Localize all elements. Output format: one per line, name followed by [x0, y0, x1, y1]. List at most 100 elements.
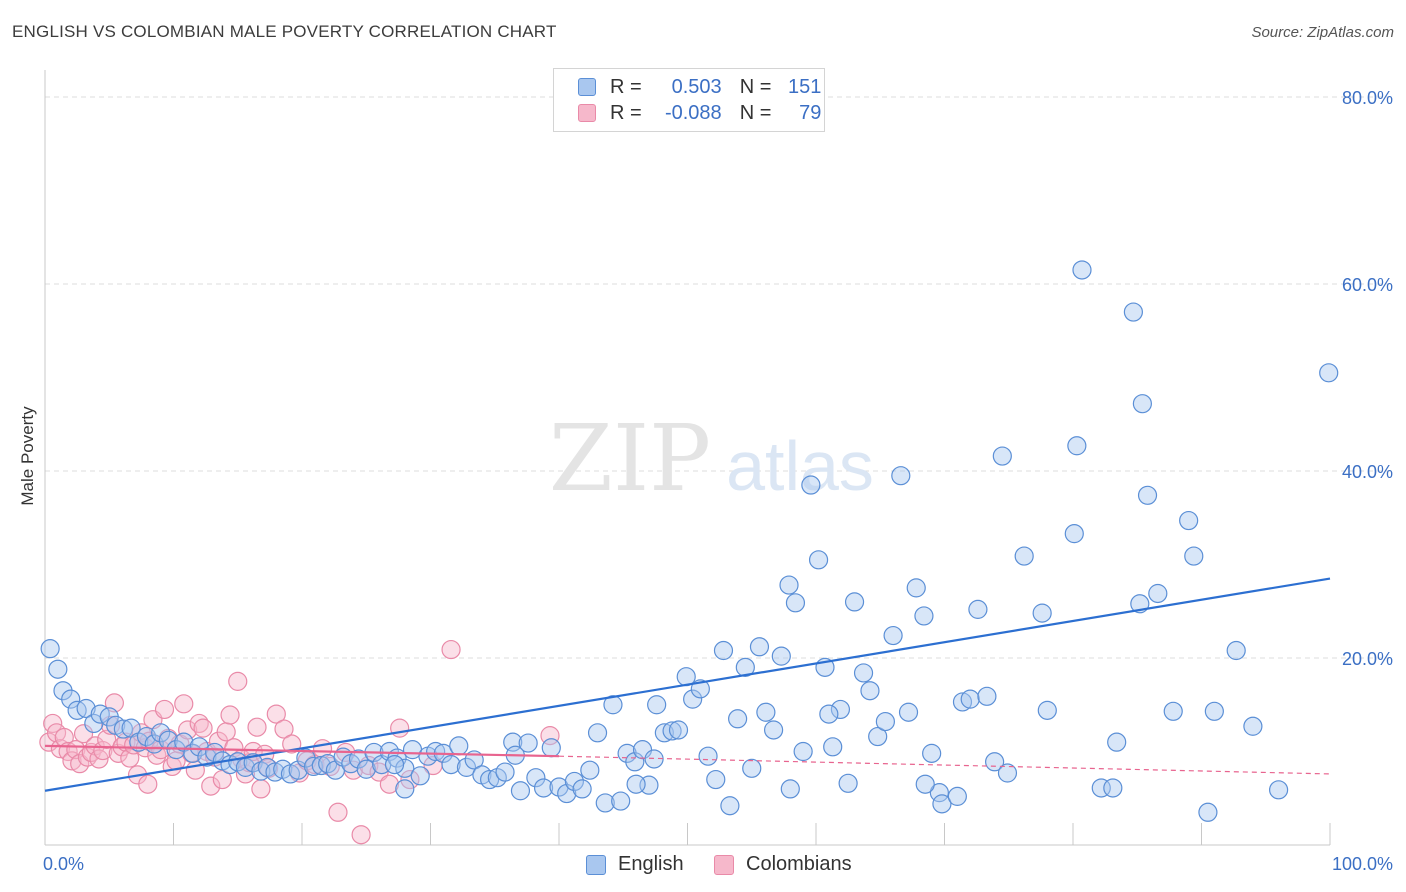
correlation-legend: R = 0.503 N = 151 R = -0.088 N = 79 — [553, 68, 825, 132]
english-point — [830, 699, 851, 720]
legend-n-value: 79 — [799, 101, 822, 124]
english-point — [844, 592, 865, 612]
colombian-point — [212, 769, 232, 790]
english-point — [914, 606, 934, 626]
english-points — [40, 260, 1339, 822]
y-tick-label: 40.0% — [1342, 462, 1393, 482]
colombian-point — [274, 719, 294, 739]
english-point — [771, 646, 791, 666]
colombian-trend-line — [44, 744, 560, 758]
colombian-point — [351, 825, 371, 845]
axes — [44, 70, 1331, 846]
english-point — [883, 625, 903, 646]
english-point — [728, 709, 748, 729]
colombian-point — [43, 713, 63, 734]
english-point — [61, 689, 81, 709]
english-point — [985, 752, 1005, 772]
english-point — [1032, 603, 1052, 623]
series-legend-english[interactable]: English — [586, 853, 684, 876]
english-point — [668, 720, 689, 740]
english-point — [580, 760, 600, 780]
colombian-point — [193, 718, 213, 738]
english-point — [749, 637, 770, 657]
english-point — [441, 754, 461, 775]
english-point — [1148, 583, 1168, 604]
english-point — [838, 773, 858, 793]
english-point — [808, 550, 829, 570]
english-point — [456, 757, 477, 777]
colombian-point — [178, 720, 198, 740]
watermark-zip: ZIP — [549, 405, 711, 512]
english-point — [793, 741, 813, 762]
english-point — [557, 783, 577, 804]
colombian-point — [50, 739, 71, 759]
watermark: ZIP atlas — [549, 405, 874, 512]
english-point — [40, 639, 60, 659]
english-point — [626, 774, 646, 794]
english-point — [1072, 260, 1092, 280]
english-point — [929, 783, 949, 803]
legend-row-colombians: R = -0.088 N = 79 — [578, 101, 821, 125]
colombian-point — [390, 718, 410, 738]
english-point — [801, 475, 821, 495]
english-point — [647, 695, 667, 715]
y-tick-label: 20.0% — [1342, 649, 1393, 669]
english-point — [960, 689, 980, 709]
english-point — [1103, 778, 1123, 798]
english-point — [997, 763, 1018, 783]
legend-n-label: N = — [739, 75, 772, 98]
english-point — [564, 771, 585, 792]
tick-labels: 20.0% 40.0% 60.0% 80.0% 0.0% 100.0% — [43, 88, 1393, 874]
english-point — [76, 698, 96, 719]
english-point — [410, 766, 430, 786]
x-tick-label: 100.0% — [1332, 854, 1393, 874]
legend-r-label: R = — [610, 101, 642, 124]
series-legend-colombians[interactable]: Colombians — [714, 853, 852, 876]
english-point — [48, 659, 68, 679]
colombian-point — [266, 704, 286, 724]
english-point — [868, 726, 888, 747]
english-point — [819, 704, 839, 724]
english-point — [915, 774, 935, 794]
english-point — [1226, 640, 1246, 661]
english-point — [1179, 510, 1199, 531]
english-point — [533, 778, 554, 798]
legend-r-value: 0.503 — [671, 75, 722, 98]
colombian-point — [62, 751, 82, 771]
english-point — [735, 657, 755, 677]
english-point — [992, 446, 1012, 466]
english-point — [587, 723, 608, 743]
english-point — [480, 769, 500, 790]
legend-r-value: -0.088 — [664, 101, 722, 124]
y-tick-label: 60.0% — [1342, 275, 1393, 295]
english-point — [1204, 701, 1224, 721]
source-label: Source: ZipAtlas.com — [1251, 24, 1394, 41]
colombian-point — [73, 724, 94, 744]
english-point — [977, 686, 997, 706]
english-point — [595, 793, 615, 813]
english-point — [495, 762, 515, 782]
english-point — [265, 762, 285, 782]
english-point — [875, 711, 895, 732]
english-point — [1163, 701, 1183, 721]
trend-lines — [44, 577, 1331, 792]
english-swatch — [586, 854, 606, 875]
colombian-swatch — [714, 854, 734, 875]
english-point — [780, 779, 800, 799]
english-point — [1037, 700, 1057, 720]
colombian-point — [235, 764, 256, 784]
english-point — [395, 758, 415, 778]
english-point — [742, 758, 762, 778]
english-point — [968, 599, 988, 619]
english-point — [662, 721, 682, 741]
english-point — [891, 466, 911, 486]
english-point — [449, 736, 469, 756]
english-point — [860, 681, 880, 701]
english-point — [698, 746, 718, 766]
colombian-point — [228, 671, 248, 691]
english-point — [113, 719, 133, 739]
colombian-point — [70, 754, 90, 774]
english-point — [906, 578, 926, 598]
english-point — [1268, 780, 1289, 800]
english-point — [510, 781, 531, 801]
